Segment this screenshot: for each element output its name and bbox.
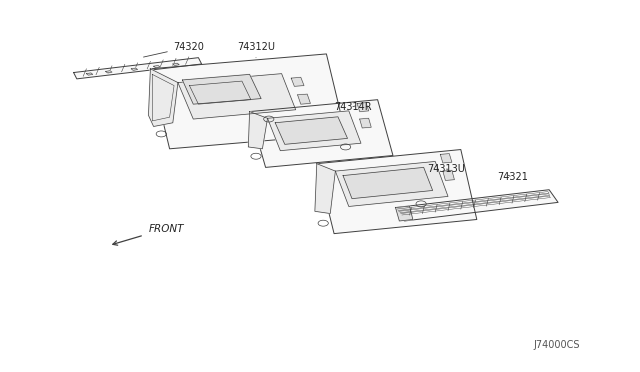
Polygon shape [315, 164, 335, 214]
Polygon shape [443, 170, 454, 180]
Polygon shape [248, 112, 268, 149]
Polygon shape [396, 206, 413, 221]
Polygon shape [440, 154, 452, 163]
Text: FRONT: FRONT [149, 224, 184, 234]
Polygon shape [317, 150, 477, 234]
Polygon shape [86, 73, 93, 75]
Polygon shape [268, 111, 361, 151]
Polygon shape [106, 71, 112, 73]
Polygon shape [178, 74, 296, 119]
Polygon shape [131, 68, 138, 70]
Polygon shape [298, 94, 310, 104]
Polygon shape [360, 118, 371, 128]
Text: 74314R: 74314R [334, 102, 372, 112]
Polygon shape [74, 58, 202, 79]
Text: 74320: 74320 [143, 42, 204, 57]
Polygon shape [148, 69, 178, 126]
Polygon shape [154, 65, 160, 68]
Polygon shape [291, 77, 304, 86]
Polygon shape [182, 74, 261, 104]
Text: 74312U: 74312U [237, 42, 275, 58]
Polygon shape [357, 103, 369, 112]
Polygon shape [173, 63, 179, 65]
Polygon shape [150, 54, 346, 149]
Text: J74000CS: J74000CS [534, 340, 580, 350]
Text: 74321: 74321 [497, 172, 528, 182]
Polygon shape [275, 117, 348, 144]
Polygon shape [250, 100, 393, 167]
Polygon shape [396, 190, 558, 221]
Polygon shape [343, 167, 433, 199]
Polygon shape [335, 161, 448, 206]
Text: 74313U: 74313U [428, 164, 465, 174]
